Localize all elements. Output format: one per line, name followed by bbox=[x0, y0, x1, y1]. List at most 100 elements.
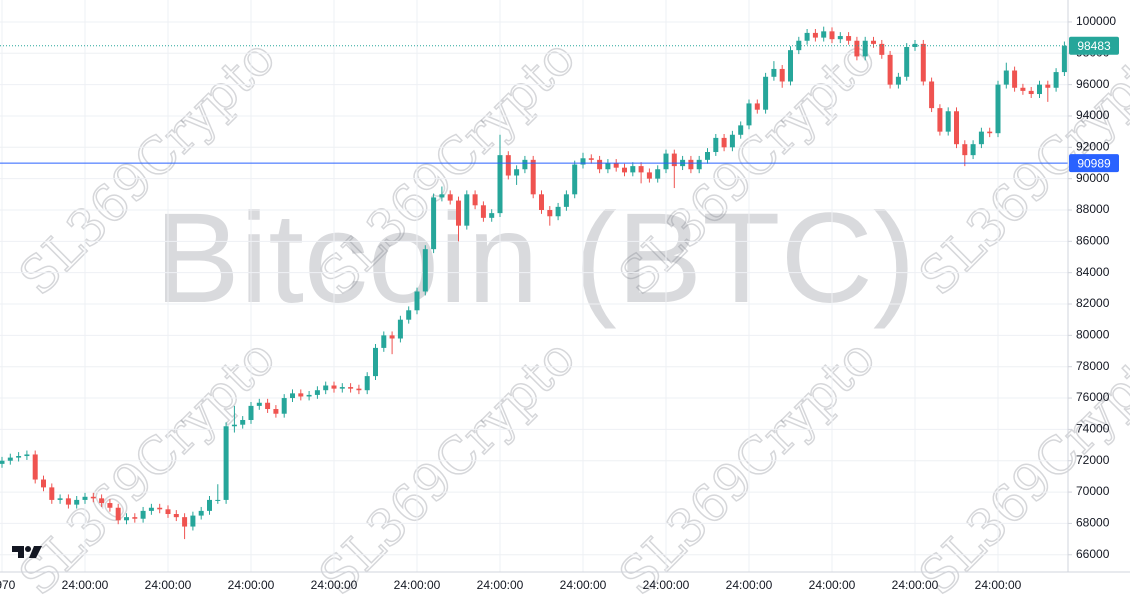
candle-body bbox=[373, 347, 378, 377]
candle-body bbox=[65, 498, 71, 505]
candle-body bbox=[887, 54, 893, 85]
candle-body bbox=[480, 205, 486, 218]
candle-body bbox=[754, 103, 760, 110]
candle-body bbox=[563, 194, 569, 207]
candle-body bbox=[240, 419, 246, 425]
candle-body bbox=[148, 507, 154, 511]
candle-body bbox=[107, 503, 113, 508]
candle-body bbox=[555, 206, 561, 217]
candle-body bbox=[995, 84, 1001, 134]
candle-body bbox=[1045, 84, 1051, 88]
tradingview-logo bbox=[12, 546, 42, 558]
candle-body bbox=[57, 498, 63, 500]
candle-body bbox=[306, 394, 312, 397]
candle-body bbox=[812, 32, 818, 38]
watermark-overlay: SL369Crypto bbox=[8, 328, 286, 600]
candle-body bbox=[671, 153, 677, 167]
price-label-bg bbox=[1069, 36, 1119, 55]
candle-body bbox=[256, 402, 262, 406]
candle-body bbox=[439, 194, 445, 198]
y-tick-label: 86000 bbox=[1076, 234, 1110, 248]
candle-body bbox=[115, 507, 121, 521]
y-tick-label: 88000 bbox=[1076, 202, 1110, 216]
y-tick-label: 100000 bbox=[1076, 14, 1116, 28]
candle-body bbox=[381, 335, 387, 348]
candle-body bbox=[124, 517, 129, 521]
x-tick-label: 24:00:00 bbox=[643, 578, 690, 592]
candle-body bbox=[522, 159, 528, 170]
y-tick-label: 78000 bbox=[1076, 359, 1110, 373]
candle-body bbox=[165, 509, 171, 515]
candle-body bbox=[456, 200, 461, 226]
candle-body bbox=[1061, 45, 1067, 73]
candle-body bbox=[132, 517, 138, 519]
candle-body bbox=[588, 158, 594, 160]
candle-body bbox=[223, 426, 229, 500]
candle-body bbox=[688, 159, 694, 170]
candle-body bbox=[198, 510, 204, 516]
candle-body bbox=[846, 36, 852, 41]
candle-body bbox=[738, 125, 744, 135]
candle-body bbox=[987, 131, 993, 134]
candle-body bbox=[945, 111, 951, 132]
candle-body bbox=[862, 40, 868, 57]
candle-body bbox=[729, 134, 735, 148]
candle-body bbox=[265, 402, 271, 410]
candle-body bbox=[663, 153, 669, 170]
candle-body bbox=[397, 319, 403, 339]
candle-body bbox=[140, 510, 146, 519]
y-tick-label: 92000 bbox=[1076, 139, 1110, 153]
candle-body bbox=[41, 479, 46, 488]
candle-body bbox=[281, 398, 287, 414]
candle-body bbox=[207, 499, 212, 511]
x-tick-label: 24:00:00 bbox=[477, 578, 524, 592]
logo-part bbox=[12, 546, 24, 558]
candle-body bbox=[630, 166, 636, 173]
candle-body bbox=[7, 457, 13, 461]
candle-body bbox=[597, 159, 603, 170]
candle-body bbox=[904, 47, 910, 77]
candle-body bbox=[920, 43, 926, 82]
candle-body bbox=[215, 499, 221, 501]
candle-body bbox=[705, 152, 710, 160]
candle-body bbox=[431, 197, 437, 250]
axis-layer: 66000 68000 70000 72000 74000 76000 78000 80000… bbox=[0, 14, 1119, 592]
candle-body bbox=[1028, 90, 1034, 95]
y-tick-label: 70000 bbox=[1076, 484, 1110, 498]
y-tick-label: 74000 bbox=[1076, 422, 1110, 436]
candle-body bbox=[505, 155, 511, 176]
candle-body bbox=[157, 507, 163, 510]
x-tick-label: 24:00:00 bbox=[560, 578, 607, 592]
price-label: 90989 bbox=[1077, 156, 1111, 170]
candle-body bbox=[605, 162, 611, 170]
y-tick-label: 66000 bbox=[1076, 547, 1110, 561]
x-tick-label: 24:00:00 bbox=[809, 578, 856, 592]
candle-body bbox=[895, 76, 901, 85]
candle-body bbox=[655, 169, 661, 179]
logo-part bbox=[29, 546, 42, 558]
y-tick-label: 80000 bbox=[1076, 328, 1110, 342]
candle-body bbox=[173, 514, 179, 518]
candle-body bbox=[231, 424, 237, 427]
candle-body bbox=[779, 68, 785, 82]
candle-body bbox=[24, 454, 30, 457]
y-tick-label: 82000 bbox=[1076, 296, 1110, 310]
candle-body bbox=[713, 137, 719, 153]
candle-body bbox=[323, 385, 329, 391]
candle-body bbox=[1020, 87, 1026, 91]
candle-body bbox=[954, 111, 959, 145]
candle-body bbox=[356, 388, 362, 391]
candle-body bbox=[879, 43, 885, 55]
candle-body bbox=[74, 499, 80, 505]
x-tick-label: 24:00:00 bbox=[394, 578, 441, 592]
candle-body bbox=[514, 169, 520, 176]
candle-body bbox=[298, 393, 304, 397]
watermark-title: Bitcoin (BTC) bbox=[155, 187, 916, 330]
candle-body bbox=[447, 194, 453, 201]
candle-body bbox=[978, 131, 984, 145]
candle-body bbox=[646, 172, 652, 179]
candle-body bbox=[804, 32, 810, 41]
candle-body bbox=[771, 68, 777, 77]
x-tick-label: 24:00:00 bbox=[726, 578, 773, 592]
